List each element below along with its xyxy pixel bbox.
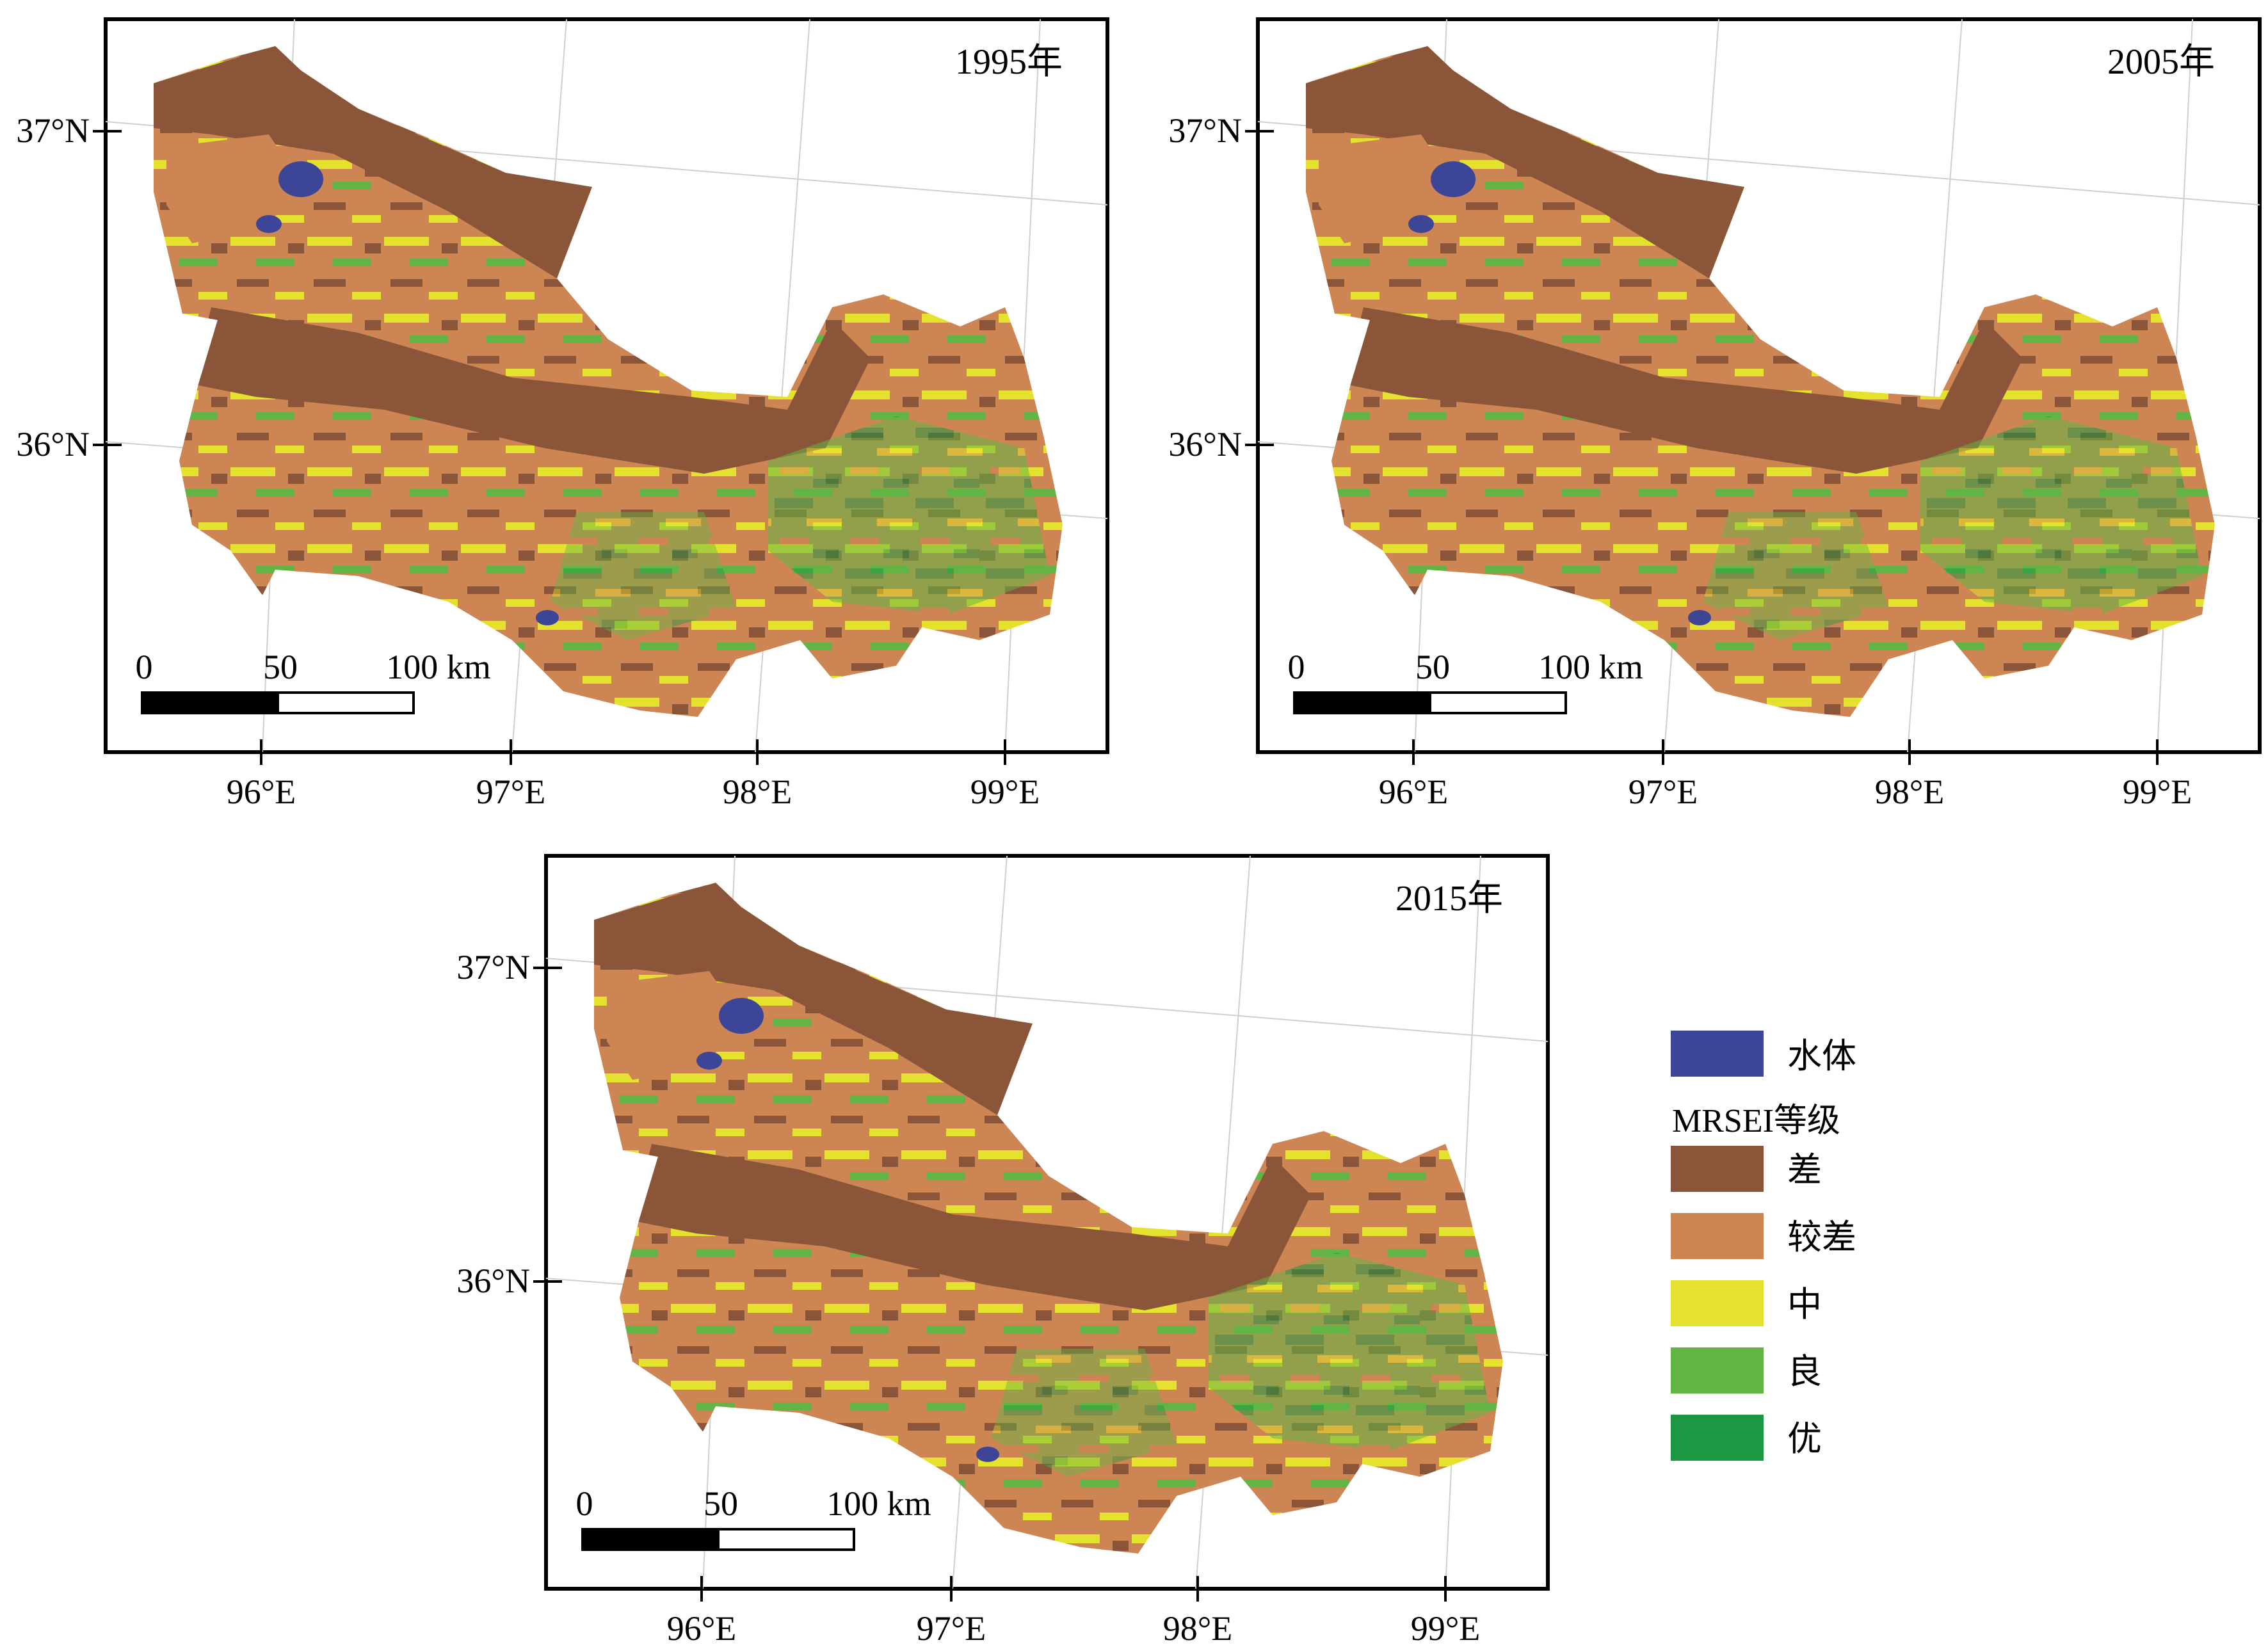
scale-label-50: 50 (704, 1484, 738, 1523)
lon-labels: 96°E 97°E 98°E 99°E (227, 773, 1040, 811)
map-panel-0: 1995年 37°N 36°N 96°E 97°E 98°E 99°E 0 50… (16, 17, 1109, 811)
lon-label-99e: 99°E (970, 773, 1040, 811)
scale-bar: 0 50 100 km (576, 1484, 931, 1551)
lon-label-97e: 97°E (1629, 773, 1698, 811)
lat-label-36n: 36°N (456, 1262, 530, 1300)
lon-label-98e: 98°E (1875, 773, 1945, 811)
ticks (533, 967, 1447, 1602)
lon-label-97e: 97°E (917, 1609, 986, 1644)
legend-swatch-2 (1671, 1280, 1764, 1326)
lon-labels: 96°E 97°E 98°E 99°E (667, 1609, 1481, 1647)
ticks (93, 130, 1006, 765)
scale-bar: 0 50 100 km (1288, 648, 1643, 714)
scale-label-100km: 100 km (386, 648, 491, 686)
lon-label-99e: 99°E (2123, 773, 2192, 811)
lon-label-98e: 98°E (1163, 1609, 1233, 1644)
scale-bar-white (277, 691, 415, 714)
map-year-label: 2005年 (2107, 42, 2215, 82)
scale-bar-black (583, 1529, 718, 1550)
scale-label-0: 0 (1288, 648, 1305, 686)
legend-class-label-3: 良 (1787, 1353, 1822, 1391)
mrsei-raster (1306, 46, 2215, 717)
lon-label-99e: 99°E (1411, 1609, 1481, 1644)
scale-bar-black (142, 693, 278, 713)
legend-swatch-4 (1671, 1415, 1764, 1461)
legend-class-label-0: 差 (1787, 1151, 1822, 1189)
lon-label-96e: 96°E (1379, 773, 1449, 811)
lat-label-36n: 36°N (16, 425, 90, 463)
scale-label-0: 0 (576, 1484, 593, 1523)
map-year-label: 1995年 (955, 42, 1063, 82)
legend-swatch-1 (1671, 1213, 1764, 1259)
lat-label-37n: 37°N (1168, 111, 1242, 150)
scale-label-0: 0 (136, 648, 153, 686)
mrsei-raster (594, 883, 1503, 1554)
scale-bar-black (1294, 693, 1430, 713)
scale-bar-white (1429, 691, 1567, 714)
scale-label-50: 50 (263, 648, 298, 686)
map-panel-1: 2005年 37°N 36°N 96°E 97°E 98°E 99°E 0 50… (1168, 17, 2262, 811)
lon-label-96e: 96°E (667, 1609, 737, 1644)
legend-swatch-0 (1671, 1146, 1764, 1192)
scale-label-100km: 100 km (826, 1484, 931, 1523)
lat-label-37n: 37°N (16, 111, 90, 150)
lon-label-96e: 96°E (227, 773, 296, 811)
legend-class-label-4: 优 (1787, 1420, 1822, 1458)
lon-labels: 96°E 97°E 98°E 99°E (1379, 773, 2192, 811)
legend-water-label: 水体 (1787, 1037, 1856, 1075)
scale-bar: 0 50 100 km (136, 648, 491, 714)
legend-title: MRSEI等级 (1672, 1103, 1840, 1139)
scale-label-50: 50 (1415, 648, 1450, 686)
lat-labels: 37°N 36°N (456, 948, 530, 1300)
lon-label-98e: 98°E (723, 773, 792, 811)
map-year-label: 2015年 (1395, 879, 1503, 919)
map-panel-2: 2015年 37°N 36°N 96°E 97°E 98°E 99°E 0 50… (456, 854, 1550, 1647)
lat-labels: 37°N 36°N (1168, 111, 1242, 463)
mrsei-raster (154, 46, 1063, 717)
scale-label-100km: 100 km (1538, 648, 1643, 686)
legend-water-swatch (1671, 1031, 1764, 1077)
legend-class-label-1: 较差 (1787, 1218, 1856, 1257)
legend-class-label-2: 中 (1787, 1285, 1822, 1324)
lat-label-36n: 36°N (1168, 425, 1242, 463)
scale-bar-white (717, 1528, 855, 1551)
lat-labels: 37°N 36°N (16, 111, 90, 463)
lat-label-37n: 37°N (456, 948, 530, 986)
ticks (1245, 130, 2159, 765)
lon-label-97e: 97°E (476, 773, 546, 811)
legend-swatch-3 (1671, 1347, 1764, 1394)
